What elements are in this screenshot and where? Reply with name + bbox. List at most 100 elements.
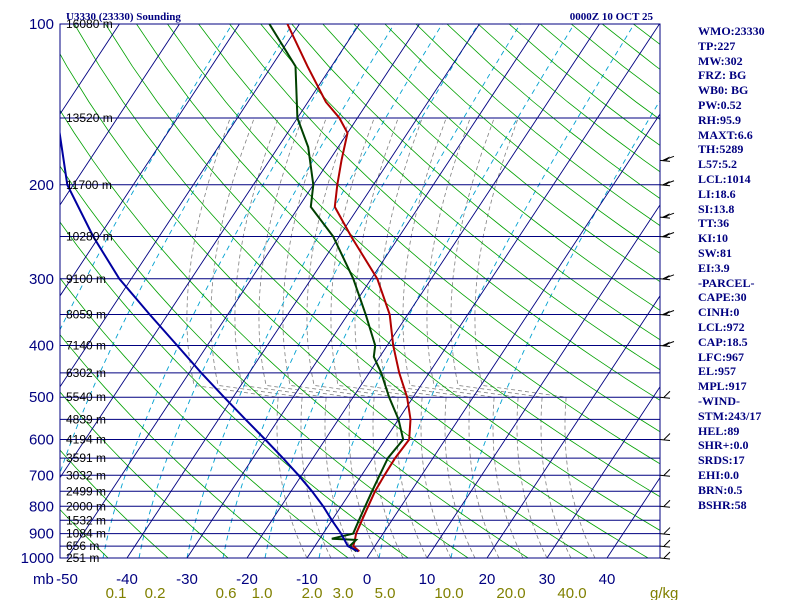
isotherm xyxy=(60,24,240,297)
height-label: 13520 m xyxy=(66,111,113,125)
index-row: MPL:917 xyxy=(698,379,747,394)
temperature-tick-label: 0 xyxy=(363,571,371,588)
isotherm xyxy=(60,24,180,206)
index-row: -PARCEL- xyxy=(698,275,755,290)
height-label: 4194 m xyxy=(66,433,106,447)
wind-barb xyxy=(659,155,675,162)
moist-adiabat xyxy=(450,117,572,558)
mixing-ratio-tick-label: 40.0 xyxy=(557,585,586,600)
chart-title: U3330 (23330) Sounding xyxy=(66,11,181,23)
moist-adiabat xyxy=(210,117,332,558)
mixing-ratio-unit: g/kg xyxy=(650,585,678,600)
mixing-ratio-tick-label: 10.0 xyxy=(434,585,463,600)
wind-barb xyxy=(659,390,671,399)
index-row: SHR+:0.0 xyxy=(698,438,749,453)
temperature-tick-label: -10 xyxy=(296,571,318,588)
pressure-tick-label: 200 xyxy=(29,177,54,194)
dry-adiabat xyxy=(105,24,660,531)
pressure-axis-label: mb xyxy=(33,571,54,588)
height-label: 7140 m xyxy=(66,339,106,353)
pressure-tick-label: 500 xyxy=(29,389,54,406)
index-row: KI:10 xyxy=(698,231,728,246)
height-label: 1532 m xyxy=(66,513,106,527)
moist-adiabat xyxy=(282,117,404,558)
isotherm xyxy=(546,385,660,558)
wind-barbs xyxy=(659,155,675,560)
moist-adiabat xyxy=(330,117,452,558)
isotherm xyxy=(126,24,480,558)
pressure-tick-label: 300 xyxy=(29,271,54,288)
dewpoint-line xyxy=(268,24,405,553)
wind-barb xyxy=(659,433,671,442)
mixing-ratio-tick-label: 0.1 xyxy=(106,585,127,600)
index-row: CAPE:30 xyxy=(698,290,747,305)
index-row: SW:81 xyxy=(698,245,733,260)
isotherm xyxy=(60,24,120,115)
index-row: EI:3.9 xyxy=(698,260,730,275)
plot-area xyxy=(60,24,660,558)
mixing-ratio-line xyxy=(102,24,359,558)
index-row: TP:227 xyxy=(698,38,736,53)
chart-time: 0000Z 10 OCT 25 xyxy=(570,11,654,23)
height-label: 6302 m xyxy=(66,366,106,380)
wind-barb xyxy=(659,499,671,508)
index-row: WB0: BG xyxy=(698,83,749,98)
wind-barb xyxy=(659,468,671,477)
temperature-tick-label: -20 xyxy=(236,571,258,588)
isotherm xyxy=(60,24,300,388)
temperature-tick-label: 30 xyxy=(539,571,556,588)
isotherm xyxy=(306,24,660,558)
index-row: FRZ: BG xyxy=(698,68,747,83)
index-row: BSHR:58 xyxy=(698,497,747,512)
index-row: EHI:0.0 xyxy=(698,467,740,482)
temperature-tick-label: -50 xyxy=(56,571,78,588)
grid-layer xyxy=(59,23,661,559)
index-row: BRN:0.5 xyxy=(698,482,743,497)
index-row: LI:18.6 xyxy=(698,186,736,201)
isotherm xyxy=(246,24,600,558)
index-row: TH:5289 xyxy=(698,142,744,157)
wind-barb xyxy=(659,212,675,219)
series-layer xyxy=(60,24,412,553)
index-row: STM:243/17 xyxy=(698,408,762,423)
index-row: CINH:0 xyxy=(698,305,740,320)
wind-barb xyxy=(659,527,671,536)
wind-barb xyxy=(659,551,671,560)
pressure-tick-label: 700 xyxy=(29,467,54,484)
pressure-tick-label: 100 xyxy=(29,16,54,33)
wind-barb xyxy=(659,310,675,317)
index-row: LFC:967 xyxy=(698,349,744,364)
mixing-ratio-tick-label: 0.2 xyxy=(145,585,166,600)
height-label: 656 m xyxy=(66,539,99,553)
height-label: 3591 m xyxy=(66,451,106,465)
height-label: 4839 m xyxy=(66,412,106,426)
index-row: TT:36 xyxy=(698,216,730,231)
moist-adiabat xyxy=(234,117,356,558)
moist-adiabat xyxy=(402,117,524,558)
moist-adiabat xyxy=(354,117,476,558)
mixing-ratio-tick-label: 5.0 xyxy=(375,585,396,600)
mixing-ratio-line xyxy=(450,99,660,558)
pressure-tick-label: 400 xyxy=(29,338,54,355)
pressure-tick-label: 900 xyxy=(29,526,54,543)
index-row: CAP:18.5 xyxy=(698,334,748,349)
wind-barb xyxy=(659,274,675,281)
parcel-path-line xyxy=(60,24,359,553)
index-row: LCL:1014 xyxy=(698,171,751,186)
height-label: 11700 m xyxy=(66,178,112,192)
index-row: PW:0.52 xyxy=(698,97,742,112)
temperature-tick-label: -40 xyxy=(116,571,138,588)
isotherm xyxy=(366,113,660,558)
height-label: 10280 m xyxy=(66,229,113,243)
moist-adiabat xyxy=(378,117,500,558)
height-label: 8059 m xyxy=(66,308,106,322)
temperature-line xyxy=(286,24,412,553)
height-label: 5540 m xyxy=(66,390,106,404)
moist-adiabat xyxy=(426,117,548,558)
mixing-ratio-line xyxy=(222,24,479,558)
mixing-ratio-tick-label: 1.0 xyxy=(252,585,273,600)
mixing-ratio-line xyxy=(378,24,635,558)
index-row: MAXT:6.6 xyxy=(698,127,753,142)
moist-adiabat xyxy=(306,117,428,558)
